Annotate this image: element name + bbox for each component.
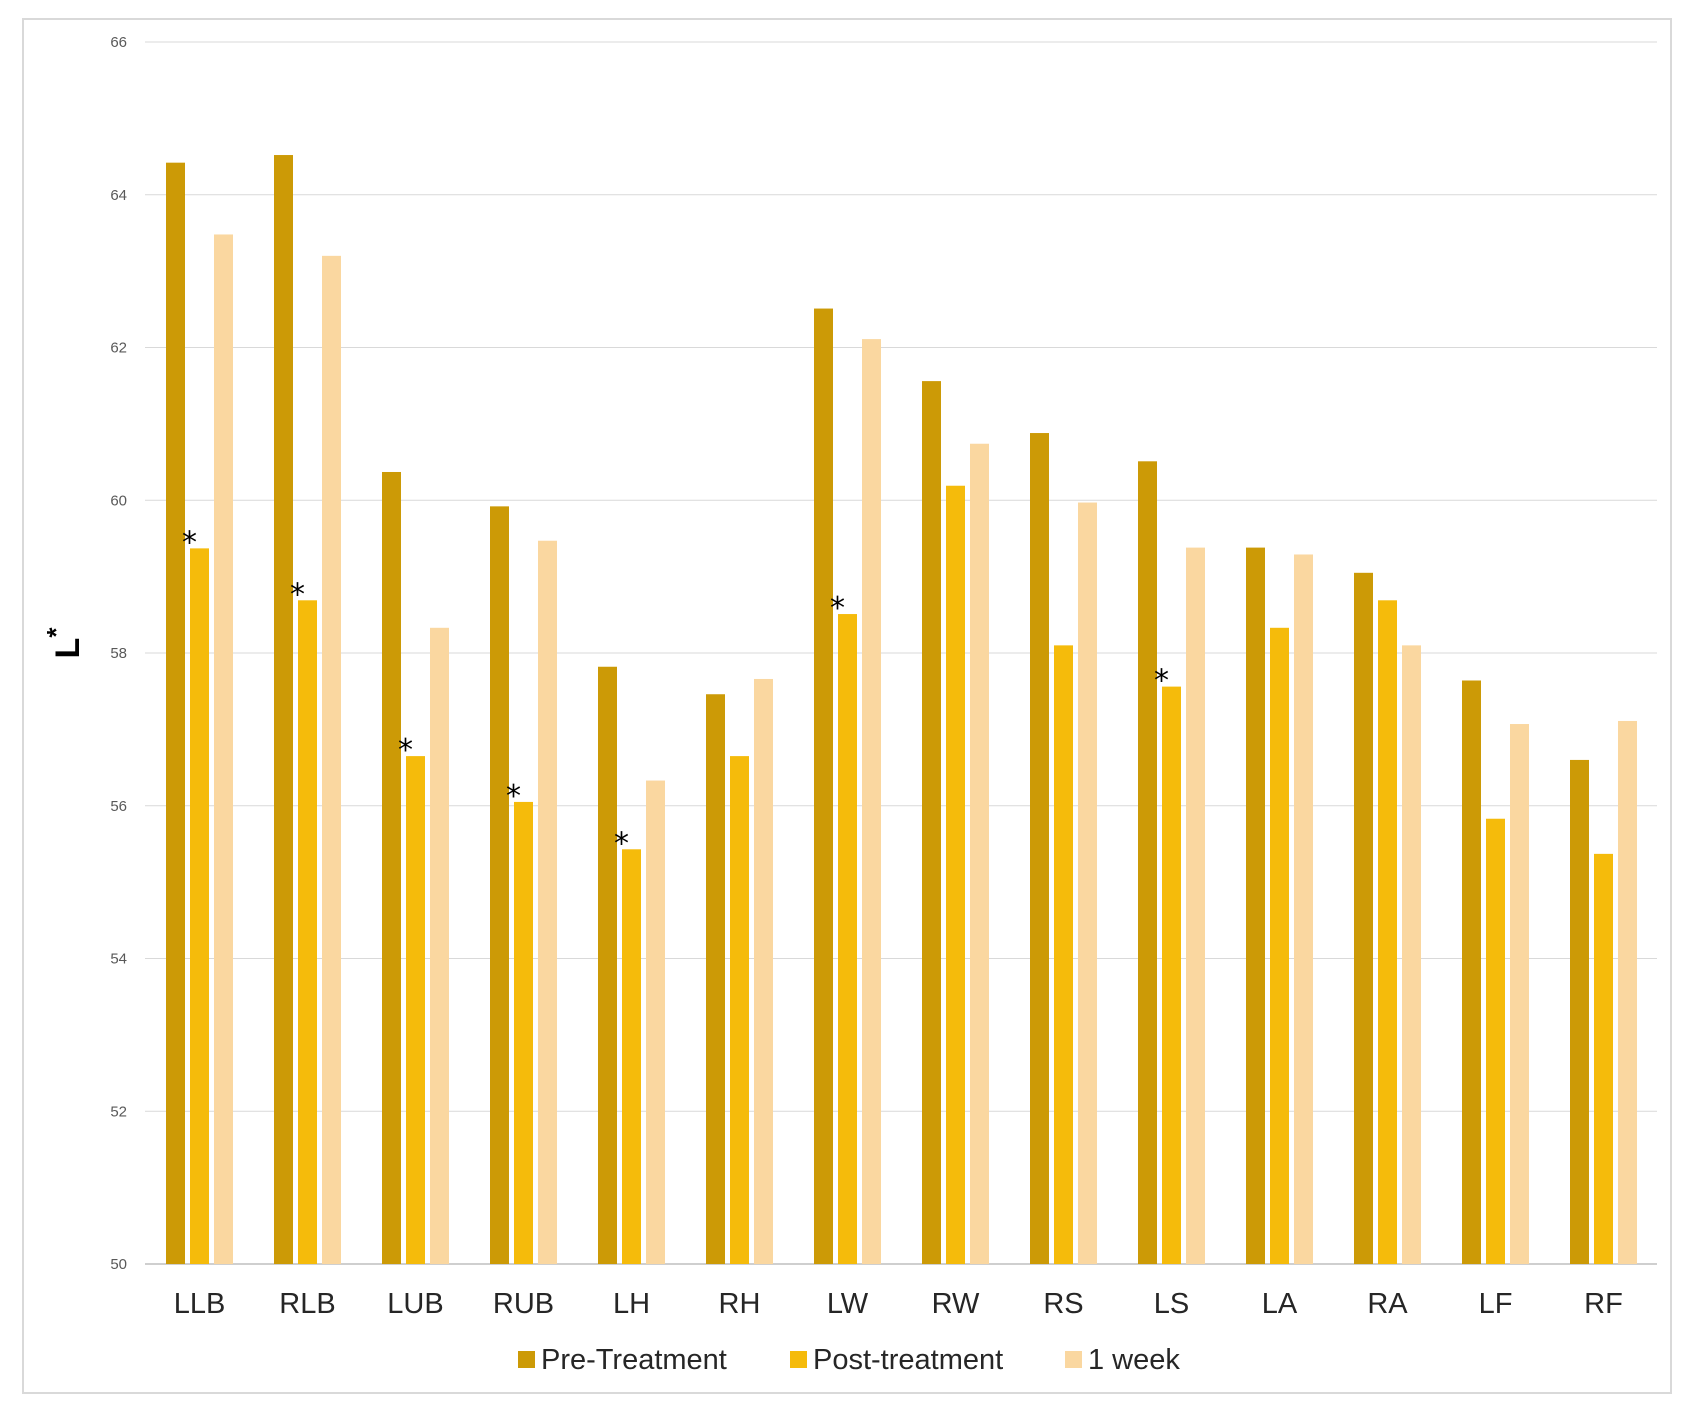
- significance-star: *: [830, 591, 845, 626]
- x-category-label: LW: [827, 1288, 869, 1320]
- bar-lub-post-treatment: [406, 756, 425, 1264]
- x-axis-categories: LLB RLB LUB RUB LH RH LW RW RS LS LA RA LF RF: [174, 1288, 1623, 1320]
- x-category-label: RH: [719, 1288, 761, 1320]
- x-category-label: LH: [613, 1288, 650, 1320]
- legend: Pre-Treatment Post-treatment 1 week: [518, 1344, 1180, 1376]
- y-tick-label: 66: [110, 34, 127, 51]
- x-category-label: RS: [1043, 1288, 1083, 1320]
- x-category-label: LF: [1479, 1288, 1513, 1320]
- bar-lf-1-week: [1510, 724, 1529, 1264]
- bar-llb-post-treatment: [190, 548, 209, 1264]
- significance-star: *: [182, 525, 197, 560]
- x-category-label: RLB: [279, 1288, 335, 1320]
- bar-llb-pre-treatment: [166, 162, 185, 1265]
- bar-lh-post-treatment: [622, 849, 641, 1264]
- bar-ls-pre-treatment: [1138, 461, 1157, 1265]
- bar-lh-pre-treatment: [598, 666, 617, 1264]
- y-axis-ticks: 50 52 54 56 58 60 62 64 66: [110, 34, 127, 1273]
- significance-star: *: [614, 826, 629, 861]
- bar-lub-1-week: [430, 627, 449, 1264]
- bar-lh-1-week: [646, 780, 665, 1264]
- bar-lw-post-treatment: [838, 614, 857, 1264]
- bar-la-pre-treatment: [1246, 547, 1265, 1264]
- x-category-label: RW: [932, 1288, 980, 1320]
- bar-rf-pre-treatment: [1570, 759, 1589, 1264]
- legend-swatch: [518, 1351, 535, 1368]
- bar-lub-pre-treatment: [382, 471, 401, 1265]
- bars: [166, 155, 1637, 1265]
- bar-ra-1-week: [1402, 645, 1421, 1264]
- significance-star: *: [398, 733, 413, 768]
- y-tick-label: 62: [110, 340, 127, 357]
- bar-ls-post-treatment: [1162, 686, 1181, 1264]
- x-category-label: LUB: [387, 1288, 443, 1320]
- y-tick-label: 52: [110, 1103, 127, 1120]
- legend-label: Pre-Treatment: [541, 1344, 727, 1376]
- x-category-label: LS: [1154, 1288, 1189, 1320]
- bar-lf-post-treatment: [1486, 818, 1505, 1264]
- bar-rf-post-treatment: [1594, 853, 1613, 1264]
- x-category-label: LA: [1262, 1288, 1298, 1320]
- bar-rh-pre-treatment: [706, 694, 725, 1264]
- y-axis-label-superscript: *: [41, 627, 71, 638]
- gridlines: [145, 41, 1657, 1265]
- y-tick-label: 60: [110, 492, 127, 509]
- y-tick-label: 56: [110, 798, 127, 815]
- bar-lw-pre-treatment: [814, 308, 833, 1265]
- x-category-label: RUB: [493, 1288, 554, 1320]
- bar-la-post-treatment: [1270, 627, 1289, 1264]
- bar-ra-post-treatment: [1378, 600, 1397, 1264]
- bar-lf-pre-treatment: [1462, 680, 1481, 1264]
- bar-rw-1-week: [970, 443, 989, 1264]
- bar-rh-1-week: [754, 678, 773, 1264]
- bar-rub-post-treatment: [514, 801, 533, 1264]
- y-axis-label: L*: [41, 627, 87, 659]
- y-tick-label: 54: [110, 951, 127, 968]
- bar-rf-1-week: [1618, 720, 1637, 1264]
- significance-star: *: [506, 779, 521, 814]
- y-tick-label: 64: [110, 187, 127, 204]
- bar-lw-1-week: [862, 339, 881, 1264]
- y-tick-label: 50: [110, 1256, 127, 1273]
- bar-rs-pre-treatment: [1030, 433, 1049, 1264]
- bar-la-1-week: [1294, 554, 1313, 1264]
- bar-rlb-pre-treatment: [274, 155, 293, 1264]
- bar-rw-pre-treatment: [922, 381, 941, 1265]
- bar-rlb-post-treatment: [298, 600, 317, 1264]
- bar-rlb-1-week: [322, 255, 341, 1265]
- y-axis-label-text: L: [49, 638, 87, 659]
- bar-rub-pre-treatment: [490, 506, 509, 1264]
- legend-label: 1 week: [1088, 1344, 1180, 1376]
- bar-rs-post-treatment: [1054, 645, 1073, 1264]
- bar-ls-1-week: [1186, 547, 1205, 1264]
- bar-llb-1-week: [214, 234, 233, 1265]
- legend-swatch: [790, 1351, 807, 1368]
- legend-label: Post-treatment: [813, 1344, 1003, 1376]
- significance-star: *: [290, 577, 305, 612]
- legend-swatch: [1065, 1351, 1082, 1368]
- x-category-label: RA: [1367, 1288, 1408, 1320]
- svg-text:L*: L*: [41, 627, 87, 659]
- bar-rw-post-treatment: [946, 485, 965, 1264]
- bar-rh-post-treatment: [730, 756, 749, 1264]
- bar-rs-1-week: [1078, 502, 1097, 1264]
- significance-star: *: [1154, 664, 1169, 699]
- y-tick-label: 58: [110, 645, 127, 662]
- bar-ra-pre-treatment: [1354, 572, 1373, 1264]
- x-category-label: LLB: [174, 1288, 226, 1320]
- bar-rub-1-week: [538, 540, 557, 1264]
- x-category-label: RF: [1584, 1288, 1623, 1320]
- significance-markers: * * * * * * *: [182, 525, 1169, 861]
